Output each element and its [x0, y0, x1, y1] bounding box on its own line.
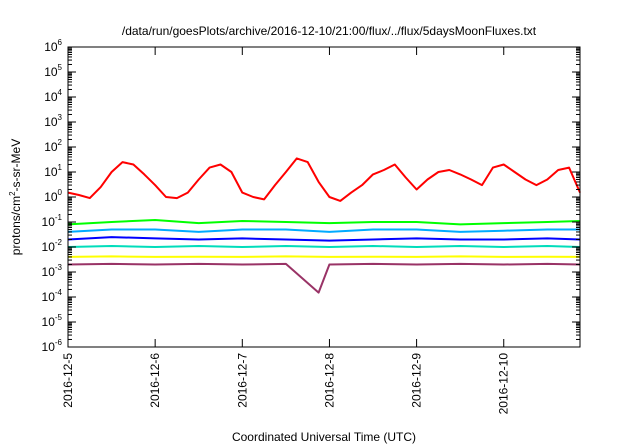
x-tick-label: 2016-12-7: [235, 353, 249, 408]
y-tick-label: 10-2: [42, 238, 63, 254]
y-axis-label-rest: -s-sr-MeV: [9, 139, 23, 192]
x-axis-label: Coordinated Universal Time (UTC): [232, 430, 416, 444]
y-tick-label: 105: [44, 63, 62, 79]
series-layer: [67, 157, 581, 294]
y-tick-label: 10-4: [42, 288, 63, 304]
series-line-6: [67, 255, 581, 258]
series-line-4: [67, 236, 581, 242]
y-tick-label: 106: [44, 38, 62, 54]
y-tick-label: 10-3: [42, 263, 63, 279]
y-tick-label: 102: [44, 138, 62, 154]
y-tick-label: 10-6: [42, 338, 63, 354]
y-tick-label: 100: [44, 188, 62, 204]
x-tick-label: 2016-12-8: [322, 353, 336, 408]
y-axis-label-main: protons/cm: [9, 196, 23, 255]
y-tick-label: 10-5: [42, 313, 63, 329]
x-tick-label: 2016-12-9: [410, 353, 424, 408]
chart-title: /data/run/goesPlots/archive/2016-12-10/2…: [122, 24, 537, 38]
series-line-3: [67, 228, 580, 233]
series-line-7: [67, 262, 581, 294]
series-line-1: [67, 157, 581, 202]
series-line-2: [67, 219, 581, 226]
y-tick-label: 103: [44, 113, 62, 129]
y-tick-label: 104: [44, 88, 62, 104]
x-tick-label: 2016-12-6: [148, 353, 162, 408]
y-tick-label: 101: [44, 163, 62, 179]
x-tick-label: 2016-12-10: [497, 353, 511, 415]
y-axis-label: protons/cm2-s-sr-MeV: [8, 139, 23, 255]
plot-frame: [67, 46, 581, 348]
x-tick-label: 2016-12-5: [61, 353, 75, 408]
x-axis: 2016-12-5 2016-12-6 2016-12-7 2016-12-8 2016…: [61, 47, 511, 414]
series-line-5: [67, 245, 581, 248]
y-axis: 10-6 10-5 10-4 10-3 10-2 10-1 100 101 102 103 104 1…: [42, 38, 580, 354]
y-axis-label-sup: 2: [8, 191, 17, 196]
y-tick-label: 10-1: [42, 213, 63, 229]
